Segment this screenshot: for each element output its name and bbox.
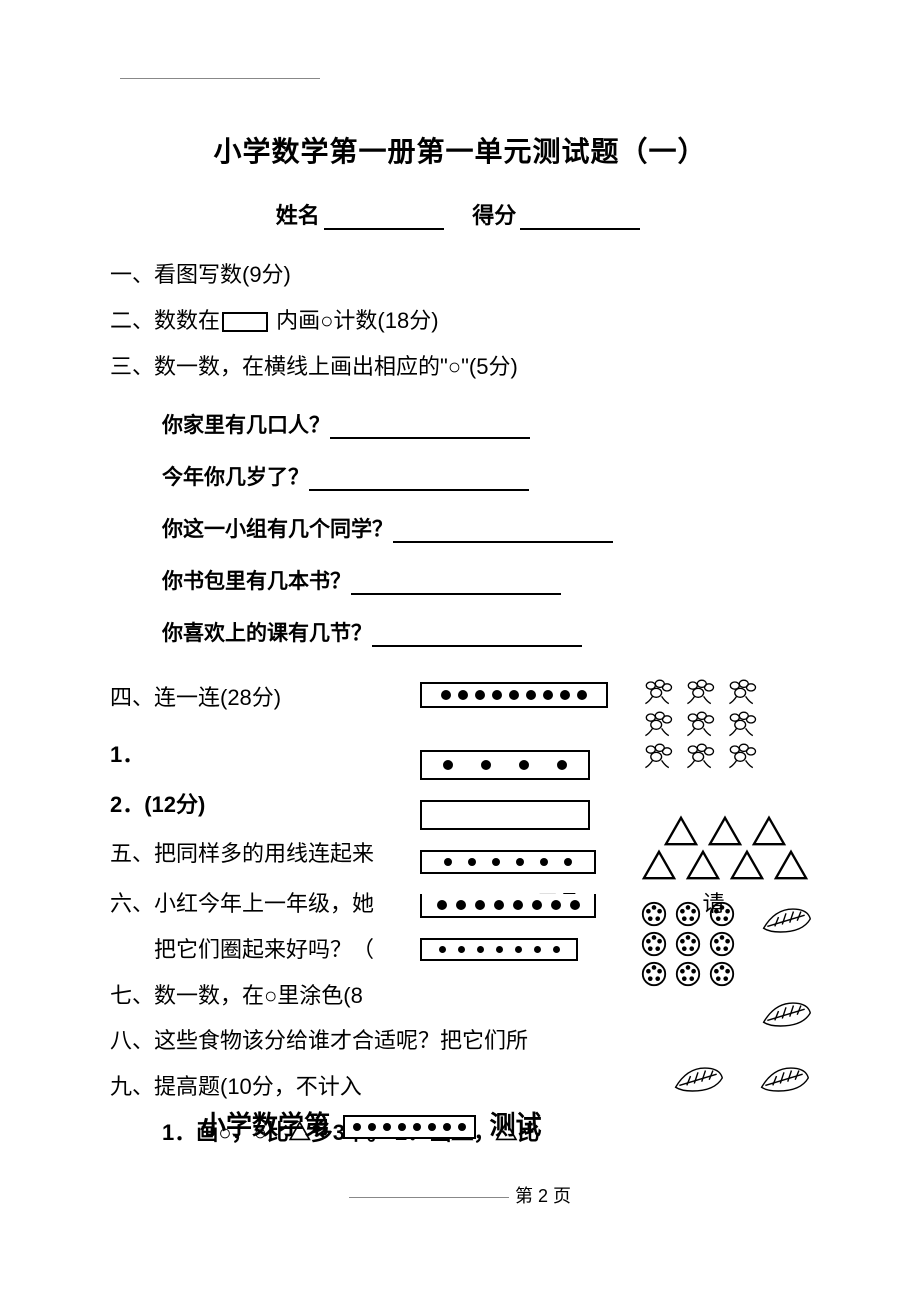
- question-2: 今年你几岁了？: [162, 461, 810, 491]
- wheel-icon: [674, 900, 702, 928]
- wheel-leaf-row: [640, 900, 910, 988]
- bottom-title-post: 测试: [489, 1110, 541, 1140]
- page-title: 小学数学第一册第一单元测试题（一）: [110, 130, 810, 170]
- question-4-text: 你书包里有几本书？: [162, 570, 351, 593]
- leaf-icon: [670, 1059, 726, 1095]
- dotbox-bottom: [343, 1115, 476, 1139]
- bottom-title-pre: 小学数学第: [200, 1110, 330, 1140]
- section-6a: 六、小红今年上一年级，她: [110, 891, 374, 916]
- triangle-block: [640, 814, 910, 882]
- question-4: 你书包里有几本书？: [162, 565, 810, 595]
- flower-icon: [682, 708, 718, 738]
- leaf-1: [758, 900, 814, 941]
- name-score-line: 姓名 得分: [110, 198, 810, 230]
- wheel-icon: [640, 960, 668, 988]
- triangle-icon: [684, 848, 722, 882]
- dotbox-6: [420, 850, 596, 874]
- answer-line-4[interactable]: [351, 572, 561, 595]
- footer-rule: [349, 1197, 509, 1198]
- dotbox-9: [420, 682, 608, 708]
- header-rule: [120, 78, 320, 79]
- leaf-2: [758, 994, 910, 1035]
- flower-icon: [682, 740, 718, 770]
- wheel-icon: [674, 930, 702, 958]
- leaf-icon: [758, 994, 814, 1030]
- wheel-icon: [708, 930, 736, 958]
- wheel-icon: [674, 960, 702, 988]
- flower-icon: [724, 708, 760, 738]
- section-3: 三、数一数，在横线上画出相应的"○"(5分): [110, 346, 810, 388]
- leaf-3: [670, 1059, 726, 1100]
- answer-line-3[interactable]: [393, 520, 613, 543]
- score-field[interactable]: [520, 206, 640, 230]
- triangle-icon: [640, 848, 678, 882]
- wheel-icon: [640, 930, 668, 958]
- dotbox-4: [420, 750, 590, 780]
- dotbox-7: [420, 938, 578, 961]
- flower-icon: [724, 676, 760, 706]
- wheel-grid: [640, 900, 740, 988]
- score-label: 得分: [472, 203, 516, 228]
- dotbox-8: [420, 894, 596, 918]
- name-label: 姓名: [276, 203, 320, 228]
- section-2-pre: 二、数数在: [110, 308, 220, 333]
- triangle-icon: [662, 814, 700, 848]
- wheel-icon: [640, 900, 668, 928]
- triangle-icon: [750, 814, 788, 848]
- answer-line-5[interactable]: [372, 624, 582, 647]
- question-5-text: 你喜欢上的课有几节？: [162, 622, 372, 645]
- triangle-icon: [772, 848, 810, 882]
- leaf-row-bottom: [670, 1059, 910, 1100]
- shapes-column: [640, 676, 910, 1100]
- section-1-text: 一、看图写数(9分): [110, 262, 291, 287]
- section-1: 一、看图写数(9分): [110, 254, 810, 296]
- leaf-4: [756, 1059, 812, 1100]
- wheel-icon: [708, 900, 736, 928]
- flower-icon: [724, 740, 760, 770]
- wheel-icon: [708, 960, 736, 988]
- leaf-icon: [756, 1059, 812, 1095]
- flower-icon: [640, 740, 676, 770]
- flower-grid: [640, 676, 780, 770]
- question-2-text: 今年你几岁了？: [162, 466, 309, 489]
- question-3: 你这一小组有几个同学？: [162, 513, 810, 543]
- bottom-title: 小学数学第 测试: [200, 1105, 542, 1142]
- question-1: 你家里有几口人？: [162, 409, 810, 439]
- triangle-row-2: [640, 848, 910, 882]
- section-2-post: 内画○计数(18分): [270, 308, 439, 333]
- footer-page: 第 2 页: [515, 1186, 571, 1206]
- triangle-icon: [706, 814, 744, 848]
- flower-icon: [682, 676, 718, 706]
- footer: 第 2 页: [0, 1182, 920, 1208]
- triangle-icon: [728, 848, 766, 882]
- triangle-row-1: [662, 814, 910, 848]
- question-5: 你喜欢上的课有几节？: [162, 617, 810, 647]
- section-2: 二、数数在 内画○计数(18分): [110, 300, 810, 342]
- inline-box-icon: [222, 312, 268, 332]
- answer-line-1[interactable]: [330, 416, 530, 439]
- question-1-text: 你家里有几口人？: [162, 414, 330, 437]
- flower-icon: [640, 708, 676, 738]
- leaf-icon: [758, 900, 814, 936]
- question-3-text: 你这一小组有几个同学？: [162, 518, 393, 541]
- name-field[interactable]: [324, 206, 444, 230]
- flower-icon: [640, 676, 676, 706]
- dotbox-blank: [420, 800, 590, 830]
- answer-line-2[interactable]: [309, 468, 529, 491]
